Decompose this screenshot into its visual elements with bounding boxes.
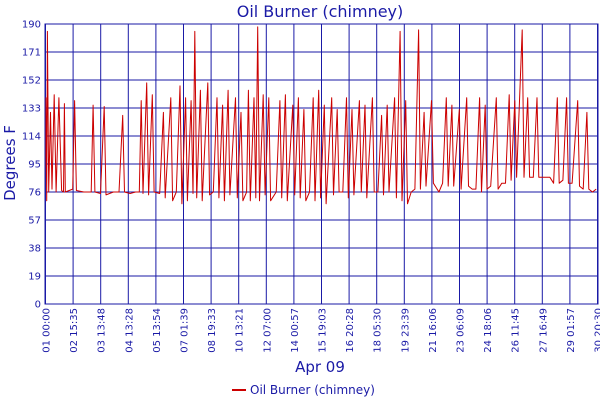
y-tick-label: 19 — [28, 272, 41, 283]
y-axis-label: Degrees F — [1, 125, 19, 201]
x-tick-label: 05 13:54 — [152, 308, 163, 353]
x-tick-label: 26 11:45 — [511, 308, 522, 353]
x-tick-label: 23 06:09 — [456, 308, 467, 353]
x-axis-label: Apr 09 — [295, 358, 345, 376]
y-tick-label: 190 — [22, 20, 41, 31]
x-tick-label: 01 00:00 — [42, 308, 53, 353]
x-tick-label: 30 20:30 — [594, 308, 600, 353]
x-tick-label: 21 16:06 — [428, 308, 439, 353]
chart-title: Oil Burner (chimney) — [237, 2, 404, 21]
x-tick-label: 07 01:39 — [180, 308, 191, 353]
y-tick-label: 152 — [22, 76, 41, 87]
series-layer — [44, 26, 597, 205]
y-ticks: 0 19 38 57 76 95 114 133 152 171 190 — [22, 20, 41, 311]
x-tick-label: 12 07:00 — [262, 308, 273, 353]
y-tick-label: 171 — [22, 48, 41, 59]
x-tick-label: 02 15:35 — [69, 308, 80, 353]
x-tick-label: 15 19:03 — [318, 308, 329, 353]
y-tick-label: 38 — [28, 244, 41, 255]
x-tick-label: 08 19:33 — [207, 308, 218, 353]
x-tick-label: 10 13:21 — [235, 308, 246, 353]
x-tick-label: 19 23:39 — [400, 308, 411, 353]
legend-label: Oil Burner (chimney) — [250, 383, 375, 397]
x-tick-label: 24 18:06 — [483, 308, 494, 353]
x-tick-label: 14 00:57 — [290, 308, 301, 353]
x-tick-label: 04 13:28 — [124, 308, 135, 353]
x-tick-label: 03 13:48 — [97, 308, 108, 353]
plot-frame — [44, 23, 599, 305]
series-line — [44, 26, 597, 205]
x-tick-label: 16 20:28 — [345, 308, 356, 353]
x-tick-label: 29 01:57 — [566, 308, 577, 353]
y-tick-label: 0 — [35, 300, 41, 311]
y-tick-label: 95 — [28, 160, 41, 171]
x-tick-label: 18 05:30 — [373, 308, 384, 353]
y-tick-label: 114 — [22, 132, 41, 143]
y-tick-label: 133 — [22, 104, 41, 115]
legend: Oil Burner (chimney) — [232, 383, 375, 397]
x-ticks: 01 00:00 02 15:35 03 13:48 04 13:28 05 13:54… — [42, 308, 600, 353]
y-tick-label: 76 — [28, 188, 41, 199]
x-tick-label: 27 16:49 — [538, 308, 549, 353]
y-tick-label: 57 — [28, 216, 41, 227]
